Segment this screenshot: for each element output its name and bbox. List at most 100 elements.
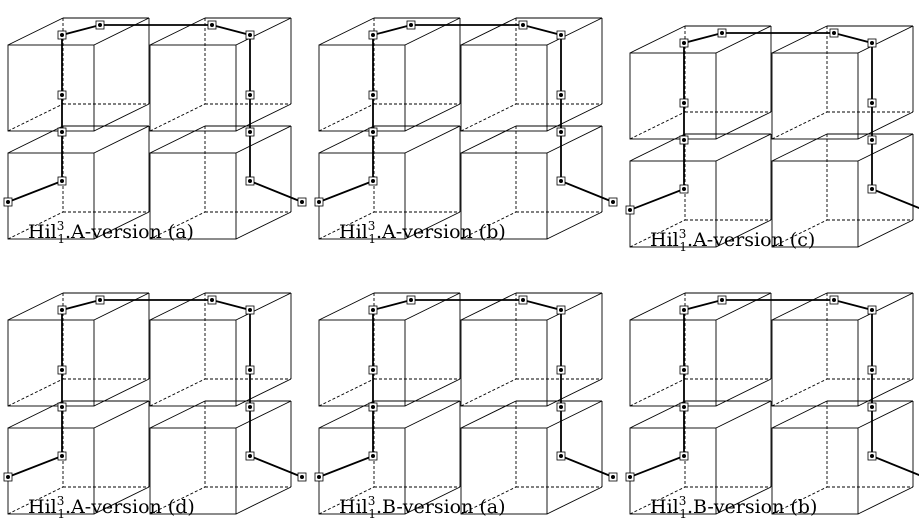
node-dot bbox=[559, 368, 563, 372]
panel: Hil31.A-version (c) bbox=[626, 26, 919, 254]
edge bbox=[461, 18, 516, 45]
edge bbox=[94, 104, 149, 131]
edge bbox=[858, 401, 913, 428]
edge bbox=[716, 112, 771, 139]
node-dot bbox=[870, 454, 874, 458]
node-dot bbox=[371, 130, 375, 134]
node-dot bbox=[682, 41, 686, 45]
edge bbox=[858, 220, 913, 247]
edge bbox=[547, 18, 602, 45]
node-dot bbox=[720, 298, 724, 302]
node-dot bbox=[6, 200, 10, 204]
cube-face bbox=[772, 53, 858, 139]
node-dot bbox=[559, 33, 563, 37]
node-dot bbox=[248, 130, 252, 134]
hidden-edge bbox=[8, 379, 63, 406]
node-dot bbox=[628, 208, 632, 212]
hidden-edge bbox=[150, 379, 205, 406]
node-dot bbox=[60, 179, 64, 183]
node-dot bbox=[371, 308, 375, 312]
cube-face bbox=[319, 45, 405, 131]
edge bbox=[858, 379, 913, 406]
cube-face bbox=[461, 45, 547, 131]
node-dot bbox=[248, 368, 252, 372]
caption-suffix: .A-version (a) bbox=[65, 221, 194, 243]
edge bbox=[319, 401, 374, 428]
edge bbox=[772, 401, 827, 428]
caption-sub: 1 bbox=[679, 240, 687, 254]
node-dot bbox=[682, 454, 686, 458]
edge bbox=[858, 134, 913, 161]
node-dot bbox=[60, 308, 64, 312]
hidden-edge bbox=[772, 379, 827, 406]
hidden-edge bbox=[461, 379, 516, 406]
node-dot bbox=[371, 405, 375, 409]
edge bbox=[236, 487, 291, 514]
cube-face bbox=[772, 320, 858, 406]
caption-sup: 3 bbox=[57, 494, 65, 508]
caption-base: Hil bbox=[339, 496, 368, 518]
edge bbox=[8, 293, 63, 320]
cube-face bbox=[150, 45, 236, 131]
edge bbox=[94, 379, 149, 406]
curve-path bbox=[319, 25, 613, 202]
node-dot bbox=[6, 475, 10, 479]
caption-suffix: .B-version (b) bbox=[687, 496, 817, 518]
cube-face bbox=[630, 53, 716, 139]
node-dot bbox=[870, 405, 874, 409]
node-dot bbox=[210, 298, 214, 302]
curve-path bbox=[8, 25, 302, 202]
edge bbox=[236, 212, 291, 239]
edge bbox=[716, 401, 771, 428]
figure: Hil31.A-version (a)Hil31.A-version (b)Hi… bbox=[0, 0, 919, 519]
node-dot bbox=[371, 179, 375, 183]
edge bbox=[150, 126, 205, 153]
hidden-edge bbox=[150, 104, 205, 131]
caption-sub: 1 bbox=[57, 232, 65, 246]
node-dot bbox=[409, 298, 413, 302]
edge bbox=[547, 487, 602, 514]
edge bbox=[547, 401, 602, 428]
edge bbox=[405, 126, 460, 153]
caption: Hil31.B-version (a) bbox=[339, 494, 506, 519]
node-dot bbox=[521, 23, 525, 27]
node-dot bbox=[60, 454, 64, 458]
node-dot bbox=[832, 298, 836, 302]
caption-sup: 3 bbox=[368, 494, 376, 508]
node-dot bbox=[682, 368, 686, 372]
panel: Hil31.B-version (b) bbox=[626, 293, 919, 519]
edge bbox=[236, 104, 291, 131]
curve-path bbox=[630, 33, 919, 210]
edge bbox=[319, 293, 374, 320]
panel: Hil31.A-version (d) bbox=[4, 293, 306, 519]
curve-path bbox=[8, 300, 302, 477]
curve-path bbox=[319, 300, 613, 477]
cube-face bbox=[150, 320, 236, 406]
node-dot bbox=[317, 200, 321, 204]
edge bbox=[547, 104, 602, 131]
edge bbox=[858, 293, 913, 320]
node-dot bbox=[371, 93, 375, 97]
edge bbox=[461, 401, 516, 428]
edge bbox=[8, 18, 63, 45]
edge bbox=[319, 18, 374, 45]
edge bbox=[8, 401, 63, 428]
edge bbox=[716, 379, 771, 406]
cube-face bbox=[8, 45, 94, 131]
node-dot bbox=[870, 41, 874, 45]
cube-face bbox=[8, 320, 94, 406]
caption-sup: 3 bbox=[679, 494, 687, 508]
caption-base: Hil bbox=[339, 221, 368, 243]
node-dot bbox=[60, 93, 64, 97]
node-dot bbox=[300, 475, 304, 479]
edge bbox=[772, 134, 827, 161]
node-dot bbox=[300, 200, 304, 204]
caption-sub: 1 bbox=[368, 232, 376, 246]
edge bbox=[772, 293, 827, 320]
edge bbox=[150, 401, 205, 428]
node-dot bbox=[60, 33, 64, 37]
